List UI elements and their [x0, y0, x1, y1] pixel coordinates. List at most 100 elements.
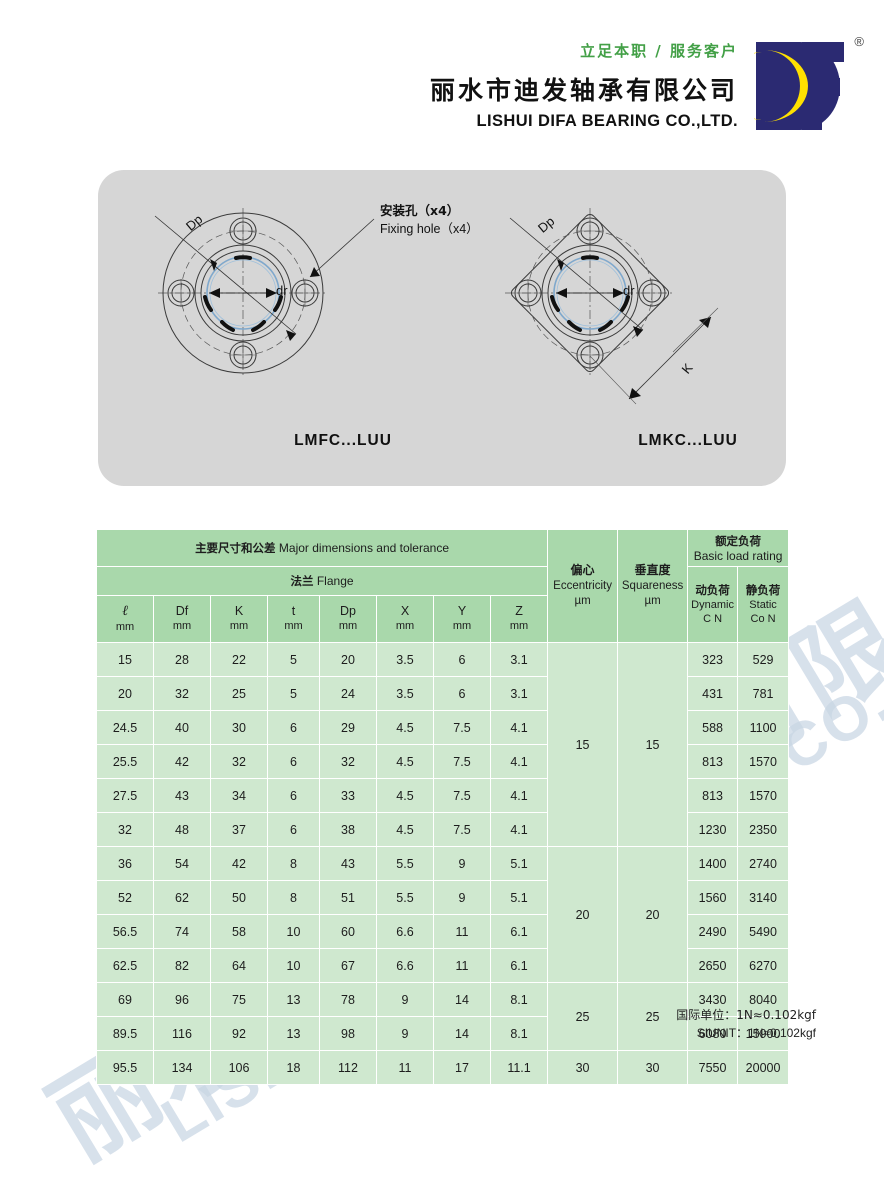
- cell-df: 40: [153, 710, 211, 745]
- cell-k: 30: [210, 710, 268, 745]
- registered-trademark-icon: ®: [854, 34, 864, 49]
- cell-k: 64: [210, 948, 268, 983]
- cell-dp: 24: [319, 676, 377, 711]
- table-row: 32 48 37 6 38 4.5 7.5 4.1 1230 2350: [96, 812, 790, 847]
- callout-fixing-hole-chinese: 安装孔（x4）: [380, 203, 460, 218]
- caption-lmfc: LMFC...LUU: [294, 432, 392, 449]
- cell-eccentricity: 20: [547, 846, 619, 983]
- cell-squareness: 30: [617, 1050, 689, 1085]
- table-row: 89.5 116 92 13 98 9 14 8.1 6080 15900: [96, 1016, 790, 1051]
- lmkc-drawing: [505, 208, 719, 405]
- table-row: 69 96 75 13 78 9 14 8.1 25 25 3430 8040: [96, 982, 790, 1051]
- column-header-symbol: X: [400, 604, 410, 619]
- column-header-t: t mm: [267, 595, 320, 643]
- header-major-dimensions: 主要尺寸和公差 Major dimensions and tolerance: [95, 529, 549, 567]
- cell-dynamic-load: 7550: [687, 1050, 739, 1085]
- cell-squareness: 15: [617, 642, 689, 847]
- column-header-symbol: Df: [175, 604, 189, 619]
- specification-table-wrapper: 主要尺寸和公差 Major dimensions and tolerance 偏…: [95, 529, 790, 1085]
- cell-t: 18: [267, 1050, 320, 1085]
- cell-df: 48: [153, 812, 211, 847]
- page-header: 立足本职 / 服务客户 丽水市迪发轴承有限公司 LISHUI DIFA BEAR…: [0, 28, 884, 153]
- cell-l: 95.5: [96, 1050, 154, 1085]
- column-header-unit: mm: [284, 619, 303, 632]
- cell-l: 56.5: [96, 914, 154, 949]
- cell-t: 13: [267, 982, 320, 1017]
- cell-k: 50: [210, 880, 268, 915]
- cell-dp: 29: [319, 710, 377, 745]
- cell-dynamic-load: 2490: [687, 914, 739, 949]
- lmfc-drawing: [154, 208, 375, 378]
- cell-df: 74: [153, 914, 211, 949]
- header-dynamic-load-cn: 动负荷: [695, 583, 730, 598]
- cell-z: 6.1: [489, 948, 549, 983]
- unit-note-english: SIUNIT：1N≈0.102kgf: [696, 1026, 816, 1040]
- company-identity: 立足本职 / 服务客户 丽水市迪发轴承有限公司 LISHUI DIFA BEAR…: [430, 28, 754, 131]
- cell-static-load: 781: [737, 676, 790, 711]
- header-static-load-unit: Co N: [750, 612, 776, 625]
- cell-df: 42: [153, 744, 211, 779]
- cell-static-load: 6270: [737, 948, 790, 983]
- cell-t: 6: [267, 710, 320, 745]
- cell-dynamic-load: 813: [687, 778, 739, 813]
- cell-k: 106: [210, 1050, 268, 1085]
- cell-dynamic-load: 1560: [687, 880, 739, 915]
- cell-dp: 43: [319, 846, 377, 881]
- cell-static-load: 15900: [737, 1016, 790, 1051]
- cell-static-load: 1100: [737, 710, 790, 745]
- header-eccentricity-unit: µm: [574, 594, 591, 607]
- cell-y: 14: [433, 982, 491, 1017]
- cell-dp: 60: [319, 914, 377, 949]
- cell-x: 3.5: [376, 642, 434, 677]
- cell-dynamic-load: 323: [687, 642, 739, 677]
- header-static-load-en: Static: [749, 598, 777, 611]
- header-flange-cn: 法兰: [290, 574, 314, 588]
- cell-x: 9: [376, 982, 434, 1017]
- cell-y: 6: [433, 676, 491, 711]
- cell-df: 43: [153, 778, 211, 813]
- cell-z: 3.1: [489, 676, 549, 711]
- table-row: 52 62 50 8 51 5.5 9 5.1 1560 3140: [96, 880, 790, 915]
- cell-y: 7.5: [433, 812, 491, 847]
- cell-l: 15: [96, 642, 154, 677]
- cell-t: 5: [267, 676, 320, 711]
- cell-x: 11: [376, 1050, 434, 1085]
- cell-eccentricity: 25: [547, 982, 619, 1051]
- cell-static-load: 3140: [737, 880, 790, 915]
- company-slogan: 立足本职 / 服务客户: [580, 42, 738, 60]
- cell-y: 9: [433, 880, 491, 915]
- company-name-chinese: 丽水市迪发轴承有限公司: [429, 76, 738, 105]
- column-header-symbol: Dp: [340, 604, 356, 619]
- cell-x: 9: [376, 1016, 434, 1051]
- cell-x: 4.5: [376, 710, 434, 745]
- cell-k: 42: [210, 846, 268, 881]
- column-header-unit: mm: [395, 619, 415, 632]
- cell-z: 4.1: [489, 812, 549, 847]
- cell-t: 10: [267, 914, 320, 949]
- caption-lmkc: LMKC...LUU: [638, 432, 738, 449]
- cell-df: 82: [153, 948, 211, 983]
- cell-z: 4.1: [489, 778, 549, 813]
- column-header-symbol: K: [234, 604, 244, 619]
- cell-dp: 98: [319, 1016, 377, 1051]
- cell-k: 58: [210, 914, 268, 949]
- cell-t: 8: [267, 880, 320, 915]
- cell-static-load: 5490: [737, 914, 790, 949]
- cell-z: 4.1: [489, 744, 549, 779]
- cell-z: 5.1: [489, 880, 549, 915]
- cell-static-load: 1570: [737, 778, 790, 813]
- table-row: 25.5 42 32 6 32 4.5 7.5 4.1 813 1570: [96, 744, 790, 779]
- cell-l: 25.5: [96, 744, 154, 779]
- cell-z: 5.1: [489, 846, 549, 881]
- table-row: 24.5 40 30 6 29 4.5 7.5 4.1 588 1100: [96, 710, 790, 745]
- cell-x: 4.5: [376, 778, 434, 813]
- cell-y: 7.5: [433, 710, 491, 745]
- column-header-unit: mm: [452, 619, 472, 632]
- cell-y: 14: [433, 1016, 491, 1051]
- header-eccentricity: 偏心 Eccentricity µm: [547, 529, 619, 643]
- cell-z: 4.1: [489, 710, 549, 745]
- cell-y: 17: [433, 1050, 491, 1085]
- column-header-symbol: Y: [457, 604, 467, 619]
